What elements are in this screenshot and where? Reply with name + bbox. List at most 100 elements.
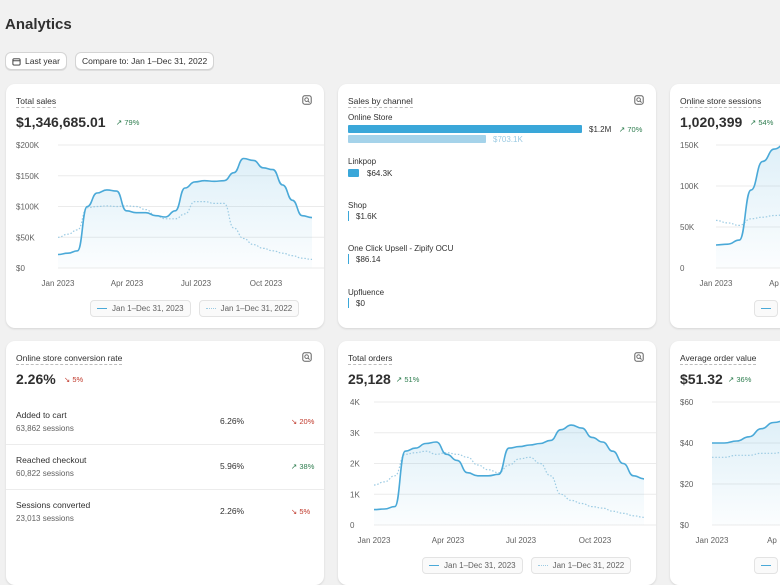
- y-tick-label: 150K: [680, 141, 699, 150]
- arrow-up-icon: ↗: [619, 125, 628, 134]
- channel-bar-current[interactable]: [348, 254, 349, 264]
- series-area: [58, 158, 312, 268]
- conversion-step-row[interactable]: Sessions converted 23,013 sessions 2.26%…: [6, 490, 324, 535]
- legend-label: Jan 1–Dec 31, 2022: [552, 561, 625, 570]
- x-tick-label: Jan 2023: [700, 279, 733, 288]
- aov-card[interactable]: Average order value $51.32 ↗ 36% $60 $40 $…: [670, 341, 780, 585]
- card-title[interactable]: Sales by channel: [348, 96, 413, 108]
- x-tick-label: Jan 2023: [696, 536, 729, 545]
- x-tick-label: Jan 2023: [358, 536, 391, 545]
- y-tick-label: 100K: [680, 182, 699, 191]
- sessions-card[interactable]: Online store sessions 1,020,399 ↗ 54% 15…: [670, 84, 780, 328]
- legend-previous[interactable]: Jan 1–Dec 31, 2022: [530, 557, 632, 574]
- arrow-up-icon: ↗: [728, 375, 737, 384]
- channel-value: $64.3K: [367, 169, 393, 178]
- arrow-up-icon: ↗: [116, 118, 125, 127]
- conversion-step-row[interactable]: Added to cart 63,862 sessions 6.26% ↘ 20…: [6, 400, 324, 445]
- legend-current[interactable]: Jan 1–Dec 31, 2023: [422, 557, 523, 574]
- y-tick-label: $60: [680, 398, 694, 407]
- metric-value: $1,346,685.01: [16, 114, 106, 130]
- date-range-label: Last year: [25, 56, 60, 66]
- y-tick-label: $200K: [16, 141, 40, 150]
- y-tick-label: $40: [680, 439, 694, 448]
- y-tick-label: $0: [680, 521, 689, 530]
- sessions-chart: 150K 100K 50K 0 Jan 2023 Ap: [680, 141, 780, 288]
- channel-name: One Click Upsell - Zipify OCU: [348, 244, 454, 253]
- card-title[interactable]: Total orders: [348, 353, 393, 365]
- delta-badge: ↘ 5%: [64, 375, 83, 384]
- sales-by-channel-card[interactable]: Sales by channel Online Store $1.2M ↗ 70…: [338, 84, 656, 328]
- channel-value: $86.14: [356, 255, 381, 264]
- x-tick-label: Jan 2023: [42, 279, 75, 288]
- x-tick-label: Jul 2023: [181, 279, 212, 288]
- channel-bar-previous[interactable]: [348, 135, 486, 143]
- y-tick-label: $0: [16, 264, 25, 273]
- arrow-down-icon: ↘: [64, 375, 73, 384]
- legend-current[interactable]: Jan 1–Dec 31, 2023: [90, 300, 191, 317]
- step-label: Sessions converted: [16, 500, 91, 510]
- series-area: [374, 425, 644, 525]
- y-tick-label: 0: [350, 521, 355, 530]
- conversion-step-row[interactable]: Reached checkout 60,822 sessions 5.96% ↗…: [6, 445, 324, 490]
- channel-value: $1.6K: [356, 212, 377, 221]
- channel-bar-current[interactable]: [348, 298, 349, 308]
- channel-name: Upfluence: [348, 288, 385, 297]
- aov-chart: $60 $40 $20 $0 Jan 2023 Ap: [680, 398, 780, 545]
- x-tick-label: Jul 2023: [506, 536, 537, 545]
- total-sales-card[interactable]: Total sales $1,346,685.01 ↗ 79% $200K $15…: [6, 84, 324, 328]
- card-title[interactable]: Online store conversion rate: [16, 353, 123, 365]
- card-title[interactable]: Average order value: [680, 353, 757, 365]
- delta-badge: ↘ 20%: [291, 417, 314, 426]
- arrow-down-icon: ↘: [291, 417, 300, 426]
- date-range-button[interactable]: Last year: [5, 52, 67, 70]
- legend-previous[interactable]: Jan 1–Dec 31, 2022: [198, 300, 300, 317]
- channel-bar-current[interactable]: [348, 125, 582, 133]
- total-orders-card[interactable]: Total orders 25,128 ↗ 51% 4K 3K 2K 1K 0 Jan 2…: [338, 341, 656, 585]
- legend-current[interactable]: [754, 557, 778, 574]
- arrow-up-icon: ↗: [291, 462, 300, 471]
- channel-name: Linkpop: [348, 157, 377, 166]
- card-title[interactable]: Total sales: [16, 96, 57, 108]
- step-rate: 2.26%: [220, 506, 245, 516]
- y-tick-label: 1K: [350, 490, 360, 499]
- delta-value: 79%: [124, 118, 140, 127]
- filter-bar: Last year Compare to: Jan 1–Dec 31, 2022: [5, 52, 215, 70]
- step-sessions: 60,822 sessions: [16, 469, 74, 478]
- x-tick-label: Ap: [769, 279, 779, 288]
- legend-current[interactable]: [754, 300, 778, 317]
- metric-value: 1,020,399: [680, 114, 743, 130]
- compare-button[interactable]: Compare to: Jan 1–Dec 31, 2022: [74, 52, 215, 70]
- delta-value: 70%: [627, 125, 643, 134]
- series-line-previous: [57, 201, 313, 260]
- arrow-down-icon: ↘: [291, 507, 300, 516]
- chart-legend: Jan 1–Dec 31, 2023 Jan 1–Dec 31, 2022: [422, 557, 632, 574]
- legend-swatch: [761, 308, 771, 309]
- metric-value: $51.32: [680, 371, 723, 387]
- arrow-up-icon: ↗: [750, 118, 759, 127]
- chart-explore-icon[interactable]: [302, 352, 312, 362]
- delta-badge: ↗ 70%: [619, 125, 642, 134]
- total-sales-chart: $200K $150K $100K $50K $0 Jan 2023 Apr 2023 Jul…: [16, 141, 324, 288]
- channel-bar-current[interactable]: [348, 169, 359, 177]
- channel-bar-current[interactable]: [348, 211, 349, 221]
- chart-explore-icon[interactable]: [634, 95, 644, 105]
- step-sessions: 23,013 sessions: [16, 514, 74, 523]
- channel-value: $1.2M: [589, 125, 612, 134]
- legend-label: Jan 1–Dec 31, 2023: [444, 561, 516, 570]
- channel-name: Online Store: [348, 113, 393, 122]
- y-tick-label: 2K: [350, 460, 360, 469]
- chart-explore-icon[interactable]: [634, 352, 644, 362]
- series-line-previous: [711, 451, 780, 458]
- step-rate: 6.26%: [220, 416, 245, 426]
- card-title[interactable]: Online store sessions: [680, 96, 762, 108]
- legend-swatch: [429, 565, 439, 566]
- channel-value: $0: [356, 299, 365, 308]
- y-tick-label: 4K: [350, 398, 360, 407]
- channel-previous-value: $703.1K: [493, 135, 523, 144]
- chart-explore-icon[interactable]: [302, 95, 312, 105]
- y-tick-label: 3K: [350, 429, 360, 438]
- delta-value: 54%: [758, 118, 774, 127]
- conversion-rate-card[interactable]: Online store conversion rate 2.26% ↘ 5% …: [6, 341, 324, 585]
- y-tick-label: 50K: [680, 223, 695, 232]
